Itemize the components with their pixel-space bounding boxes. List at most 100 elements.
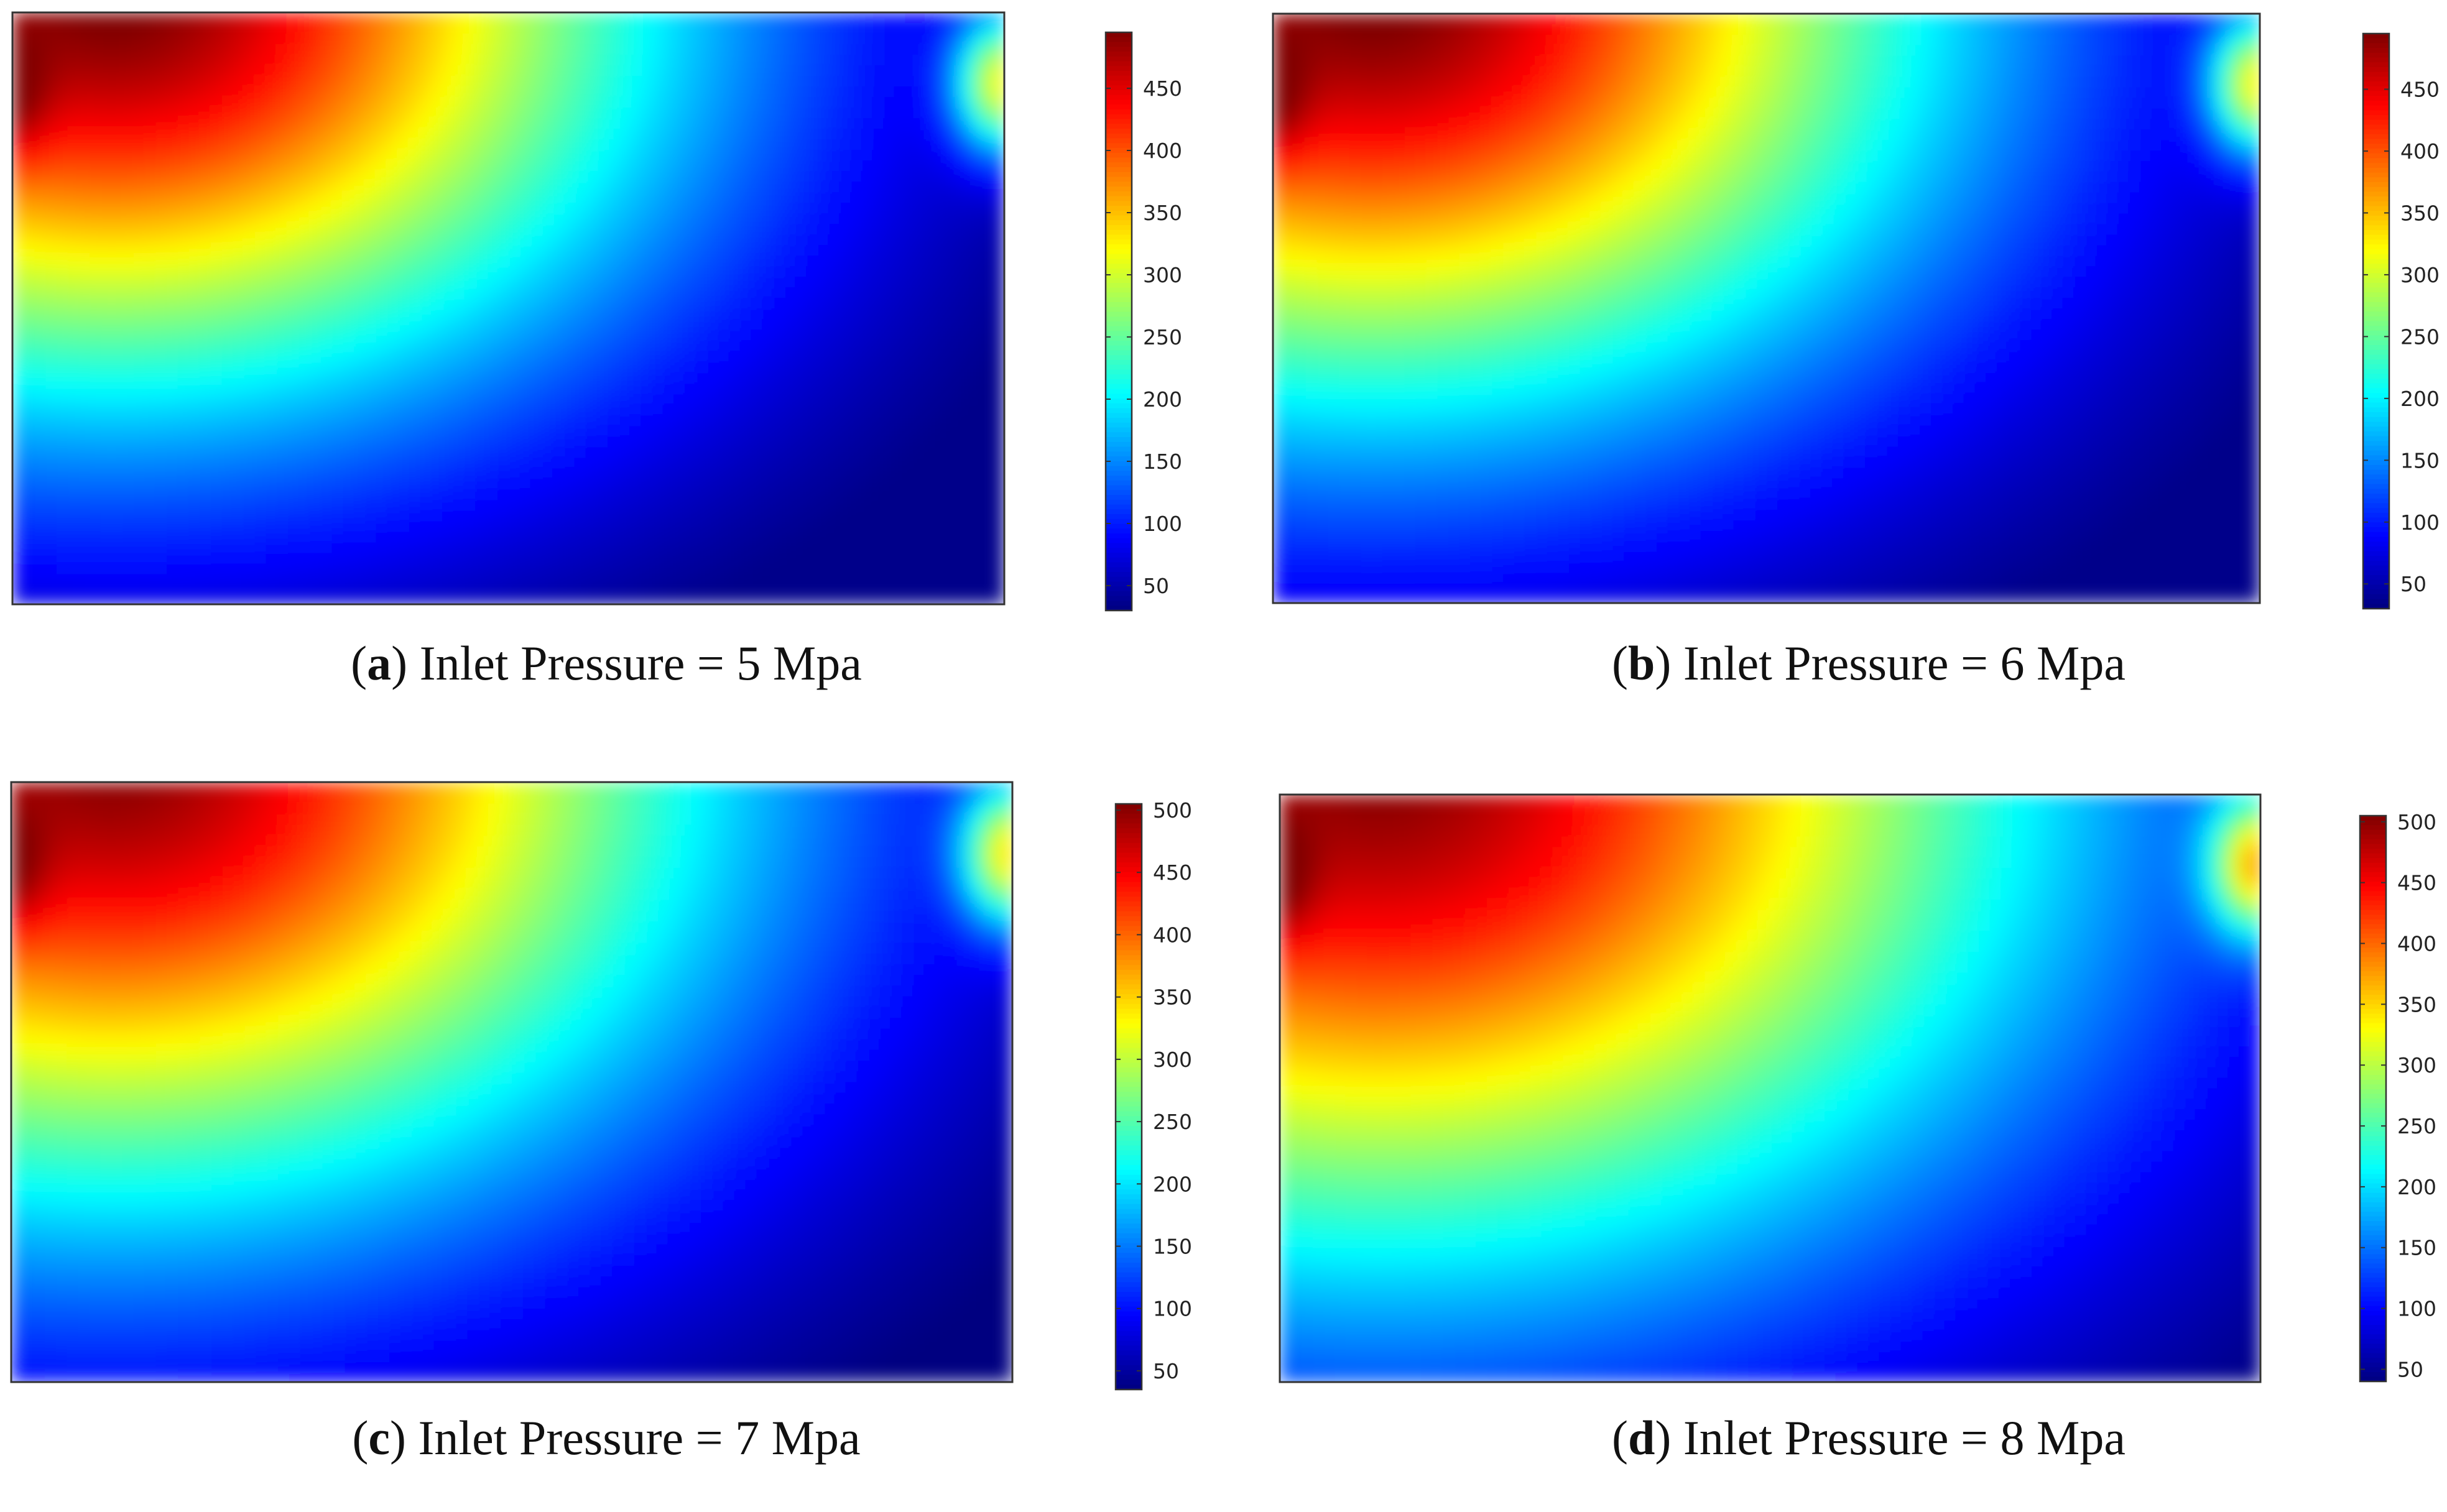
heatmap-cell <box>233 393 244 404</box>
heatmap-cell <box>618 499 631 510</box>
heatmap-cell <box>751 425 762 436</box>
heatmap-cell <box>960 160 972 172</box>
heatmap-cell <box>376 234 388 246</box>
heatmap-cell <box>883 192 895 203</box>
heatmap-cell <box>608 182 619 193</box>
heatmap-cell <box>144 192 157 203</box>
heatmap-cell <box>409 34 421 45</box>
heatmap-cell <box>585 34 598 45</box>
heatmap-cell <box>288 118 300 129</box>
heatmap-cell <box>365 245 377 256</box>
heatmap-cell <box>45 562 57 573</box>
heatmap-cell <box>839 499 851 510</box>
heatmap-cell <box>45 44 57 55</box>
heatmap-cell <box>795 150 807 161</box>
heatmap-cell <box>530 456 542 468</box>
heatmap-cell <box>34 234 46 246</box>
heatmap-cell <box>883 414 895 425</box>
heatmap-cell <box>133 266 146 277</box>
heatmap-cell <box>927 372 939 383</box>
heatmap-cell <box>123 287 134 298</box>
heatmap-cell <box>200 182 211 193</box>
heatmap-cell <box>497 160 509 172</box>
heatmap-cell <box>608 351 619 362</box>
heatmap-cell <box>67 139 80 150</box>
heatmap-cell <box>762 86 774 98</box>
heatmap-cell <box>608 393 619 404</box>
heatmap-cell <box>266 160 278 172</box>
heatmap-cell <box>453 351 465 362</box>
heatmap-cell <box>420 499 432 510</box>
heatmap-cell <box>673 520 685 531</box>
heatmap-cell <box>266 277 278 288</box>
heatmap-cell <box>398 340 410 351</box>
heatmap-cell <box>651 139 664 150</box>
heatmap-cell <box>331 245 344 256</box>
heatmap-cell <box>123 203 134 214</box>
heatmap-cell <box>894 76 906 87</box>
heatmap-cell <box>541 266 553 277</box>
heatmap-cell <box>541 308 553 320</box>
heatmap-cell <box>200 530 211 542</box>
heatmap-cell <box>431 86 443 98</box>
heatmap-cell <box>629 425 641 436</box>
heatmap-cell <box>497 403 509 415</box>
heatmap-cell <box>552 488 564 499</box>
heatmap-cell <box>155 308 167 320</box>
heatmap-cell <box>828 12 840 24</box>
heatmap-cell <box>795 298 807 309</box>
heatmap-cell <box>111 266 124 277</box>
heatmap-cell <box>806 287 818 298</box>
heatmap-cell <box>816 488 829 499</box>
heatmap-cell <box>409 330 421 341</box>
heatmap-cell <box>365 372 377 383</box>
heatmap-cell <box>365 456 377 468</box>
heatmap-cell <box>90 203 101 214</box>
heatmap-cell <box>508 541 520 552</box>
heatmap-cell <box>420 372 432 383</box>
heatmap-cell <box>233 213 244 224</box>
heatmap-cell <box>552 372 564 383</box>
heatmap-cell <box>772 509 785 520</box>
heatmap-cell <box>23 192 35 203</box>
heatmap-cell <box>519 86 531 98</box>
heatmap-cell <box>816 150 829 161</box>
heatmap-cell <box>321 435 333 446</box>
heatmap-cell <box>254 330 267 341</box>
heatmap-cell <box>739 160 752 172</box>
heatmap-cell <box>277 477 289 489</box>
heatmap-cell <box>949 171 961 182</box>
heatmap-cell <box>67 55 80 66</box>
heatmap-cell <box>883 34 895 45</box>
heatmap-cell <box>45 76 57 87</box>
heatmap-cell <box>90 224 101 235</box>
heatmap-cell <box>641 403 652 415</box>
heatmap-cell <box>629 382 641 394</box>
heatmap-cell <box>298 467 311 478</box>
heatmap-cell <box>849 467 862 478</box>
heatmap-cell <box>618 44 631 55</box>
heatmap-cell <box>123 97 134 108</box>
heatmap-cell <box>795 351 807 362</box>
heatmap-cell <box>728 277 741 288</box>
heatmap-cell <box>552 308 564 320</box>
heatmap-cell <box>618 446 631 457</box>
heatmap-cell <box>442 456 454 468</box>
heatmap-cell <box>762 340 774 351</box>
heatmap-cell <box>685 340 696 351</box>
heatmap-cell <box>144 414 157 425</box>
heatmap-cell <box>56 551 68 563</box>
heatmap-cell <box>167 573 178 584</box>
heatmap-cell <box>751 393 762 404</box>
heatmap-cell <box>883 446 895 457</box>
heatmap-cell <box>177 65 190 76</box>
heatmap-cell <box>123 477 134 489</box>
heatmap-cell <box>254 86 267 98</box>
heatmap-cell <box>651 182 664 193</box>
heatmap-cell <box>475 55 487 66</box>
heatmap-cell <box>123 12 134 24</box>
heatmap-cell <box>849 435 862 446</box>
heatmap-cell <box>398 298 410 309</box>
heatmap-cell <box>431 330 443 341</box>
heatmap-cell <box>552 340 564 351</box>
